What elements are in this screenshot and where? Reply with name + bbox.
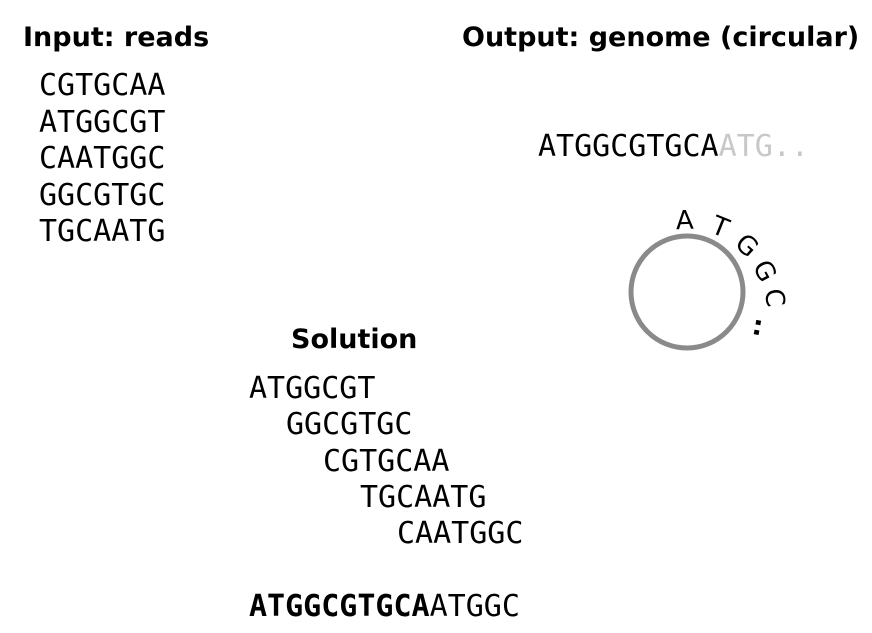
circle-letter: A [675,206,694,237]
solution-read: TGCAATG [360,480,487,515]
genome-wrap-around: ATG.. [718,129,809,164]
assembled-genome-bold: ATGGCGTGCA [249,589,430,624]
input-read: TGCAATG [39,214,166,249]
input-read: GGCGTGC [39,177,166,213]
solution-title: Solution [291,324,418,355]
circular-genome-diagram: A T G G C .. [628,206,790,351]
circle-letter: T [706,210,733,244]
genome-main: ATGGCGTGCA [538,129,719,164]
input-reads-list: CGTGCAA ATGGCGT CAATGGC GGCGTGC TGCAATG [39,71,165,254]
output-genome-sequence: ATGGCGTGCAATG.. [538,132,809,162]
assembled-genome: ATGGCGTGCAATGGC [249,592,520,622]
circle-letter: .. [746,316,779,341]
circle-letter: G [746,255,782,287]
input-title: Input: reads [23,22,210,53]
input-read: ATGGCGT [39,104,166,140]
circle-letter: C [758,287,790,309]
solution-read: ATGGCGT [249,371,376,406]
solution-read: CAATGGC [397,516,524,551]
solution-read: CGTGCAA [323,444,450,479]
assembled-genome-overlap: ATGGC [429,589,520,624]
genome-circle [628,233,746,351]
solution-read: GGCGTGC [286,407,413,442]
input-read: CGTGCAA [39,68,166,103]
input-read: CAATGGC [39,141,166,176]
output-title: Output: genome (circular) [462,22,860,53]
